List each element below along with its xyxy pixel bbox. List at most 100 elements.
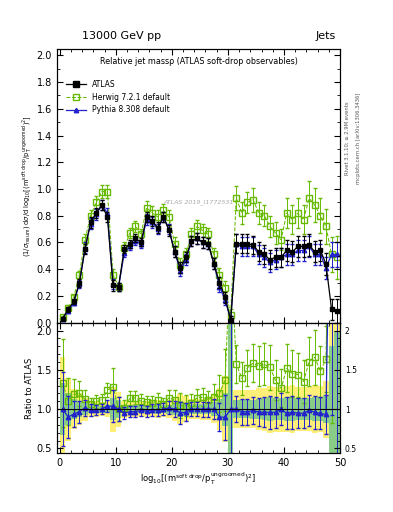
- Bar: [110, 398, 116, 420]
- Bar: [239, 391, 245, 428]
- Bar: [267, 386, 273, 433]
- Bar: [211, 402, 217, 416]
- Bar: [228, 291, 233, 512]
- Bar: [284, 397, 290, 421]
- Bar: [155, 400, 161, 418]
- Text: Relative jet massρ (ATLAS soft-drop observables): Relative jet massρ (ATLAS soft-drop obse…: [99, 57, 298, 66]
- Bar: [161, 405, 166, 413]
- Bar: [71, 390, 77, 429]
- Bar: [301, 398, 306, 420]
- Bar: [94, 401, 99, 417]
- Text: 13000 GeV pp: 13000 GeV pp: [82, 31, 162, 41]
- Bar: [267, 397, 273, 421]
- Bar: [245, 391, 250, 428]
- Bar: [306, 398, 312, 420]
- Bar: [127, 401, 132, 417]
- Bar: [127, 405, 132, 413]
- Bar: [166, 400, 172, 418]
- Bar: [88, 401, 94, 417]
- Bar: [261, 388, 267, 431]
- Bar: [323, 380, 329, 438]
- Bar: [256, 399, 261, 419]
- Bar: [250, 390, 256, 428]
- Bar: [121, 405, 127, 413]
- Text: mcplots.cern.ch [arXiv:1306.3436]: mcplots.cern.ch [arXiv:1306.3436]: [356, 93, 361, 184]
- Bar: [183, 402, 189, 416]
- Bar: [323, 395, 329, 423]
- Bar: [206, 404, 211, 414]
- Bar: [217, 399, 222, 419]
- Bar: [65, 393, 71, 425]
- Bar: [273, 387, 278, 432]
- Bar: [155, 404, 161, 414]
- Bar: [233, 391, 239, 428]
- Legend: ATLAS, Herwig 7.2.1 default, Pythia 8.308 default: ATLAS, Herwig 7.2.1 default, Pythia 8.30…: [66, 80, 170, 115]
- Text: Jets: Jets: [316, 31, 336, 41]
- Y-axis label: $(1/\sigma_{\rm resum})$ d$\sigma$/d log$_{10}$[(m$^{\rm soft\ drop}$/p$_{\rm T}: $(1/\sigma_{\rm resum})$ d$\sigma$/d log…: [20, 115, 34, 257]
- Bar: [206, 398, 211, 420]
- X-axis label: log$_{10}$[(m$^{\rm soft\ drop}$/p$_{\rm T}^{\rm ungroomed})^2]$: log$_{10}$[(m$^{\rm soft\ drop}$/p$_{\rm…: [140, 471, 257, 487]
- Bar: [222, 376, 228, 442]
- Bar: [82, 403, 88, 415]
- Bar: [284, 386, 290, 433]
- Bar: [194, 399, 200, 419]
- Bar: [99, 402, 105, 416]
- Bar: [172, 397, 178, 421]
- Bar: [178, 394, 183, 424]
- Bar: [261, 398, 267, 420]
- Y-axis label: Ratio to ATLAS: Ratio to ATLAS: [25, 357, 34, 418]
- Bar: [71, 399, 77, 419]
- Bar: [60, 357, 65, 461]
- Bar: [144, 401, 149, 417]
- Bar: [99, 406, 105, 413]
- Bar: [233, 400, 239, 418]
- Bar: [318, 397, 323, 421]
- Bar: [60, 383, 65, 435]
- Bar: [273, 398, 278, 420]
- Bar: [290, 397, 295, 421]
- Text: ATLAS 2019_I1772531: ATLAS 2019_I1772531: [163, 199, 234, 205]
- Bar: [295, 387, 301, 431]
- Bar: [329, 283, 334, 512]
- Bar: [183, 396, 189, 422]
- Bar: [65, 378, 71, 440]
- Bar: [278, 398, 284, 420]
- Bar: [116, 392, 121, 426]
- Bar: [144, 405, 149, 413]
- Bar: [256, 388, 261, 430]
- Bar: [318, 386, 323, 433]
- Bar: [105, 405, 110, 413]
- Bar: [132, 401, 138, 417]
- Bar: [312, 397, 318, 421]
- Bar: [77, 401, 82, 417]
- Bar: [200, 404, 206, 414]
- Bar: [138, 401, 144, 417]
- Bar: [334, 331, 340, 488]
- Bar: [228, 173, 233, 512]
- Bar: [121, 400, 127, 418]
- Bar: [239, 400, 245, 418]
- Bar: [295, 398, 301, 420]
- Bar: [194, 404, 200, 414]
- Bar: [306, 388, 312, 431]
- Text: Rivet 3.1.10; ≥ 2.9M events: Rivet 3.1.10; ≥ 2.9M events: [345, 101, 350, 175]
- Bar: [334, 252, 340, 512]
- Bar: [132, 406, 138, 413]
- Bar: [172, 403, 178, 415]
- Bar: [301, 387, 306, 431]
- Bar: [178, 401, 183, 417]
- Bar: [166, 404, 172, 414]
- Bar: [138, 405, 144, 413]
- Bar: [290, 386, 295, 433]
- Bar: [250, 400, 256, 419]
- Bar: [189, 399, 194, 419]
- Bar: [329, 346, 334, 472]
- Bar: [149, 405, 155, 413]
- Bar: [88, 405, 94, 413]
- Bar: [149, 401, 155, 417]
- Bar: [245, 400, 250, 418]
- Bar: [94, 406, 99, 413]
- Bar: [312, 386, 318, 433]
- Bar: [82, 398, 88, 420]
- Bar: [200, 399, 206, 419]
